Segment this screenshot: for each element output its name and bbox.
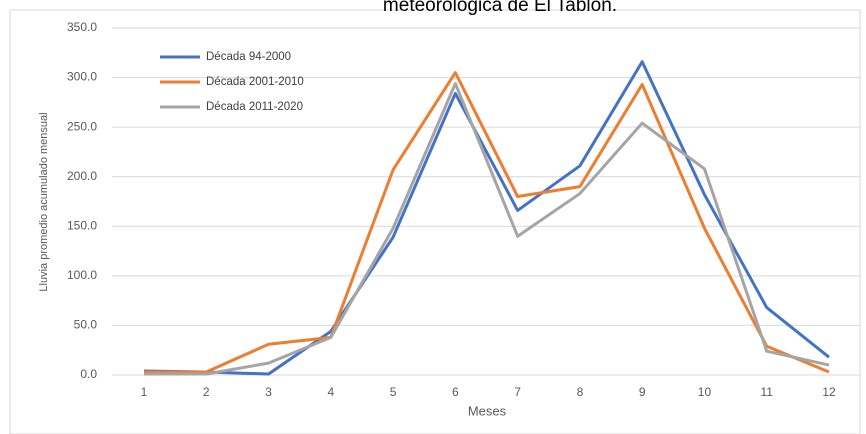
- chart-title: meteorológica de El Tablón.: [383, 0, 617, 16]
- x-tick-label: 8: [577, 385, 584, 399]
- y-tick-label: 50.0: [74, 318, 98, 332]
- y-tick-label: 150.0: [67, 218, 97, 232]
- series-line: [144, 82, 830, 376]
- x-tick-label: 7: [514, 385, 521, 399]
- chart-frame: [9, 9, 861, 434]
- y-tick-label: 350.0: [67, 20, 97, 34]
- x-tick-label: 4: [327, 385, 334, 399]
- x-tick-label: 12: [822, 385, 836, 399]
- y-tick-label: 300.0: [67, 70, 97, 84]
- x-tick-label: 2: [203, 385, 210, 399]
- legend-label: Década 94-2000: [206, 51, 291, 63]
- y-tick-label: 0.0: [80, 367, 97, 381]
- y-tick-label: 100.0: [67, 268, 97, 282]
- x-tick-label: 5: [390, 385, 397, 399]
- x-tick-label: 6: [452, 385, 459, 399]
- y-axis-label: Lluvia promedio acumulado mensual: [38, 112, 50, 291]
- x-tick-label: 10: [698, 385, 712, 399]
- series-line: [144, 71, 830, 374]
- x-tick-label: 1: [141, 385, 148, 399]
- legend-label: Década 2001-2010: [206, 76, 304, 88]
- y-tick-label: 200.0: [67, 169, 97, 183]
- x-tick-label: 3: [265, 385, 272, 399]
- series-line: [143, 60, 830, 376]
- legend-label: Década 2011-2020: [206, 101, 303, 113]
- y-tick-label: 250.0: [67, 119, 97, 133]
- x-axis-label: Meses: [468, 403, 507, 418]
- x-tick-label: 11: [760, 385, 773, 399]
- x-tick-label: 9: [639, 385, 646, 399]
